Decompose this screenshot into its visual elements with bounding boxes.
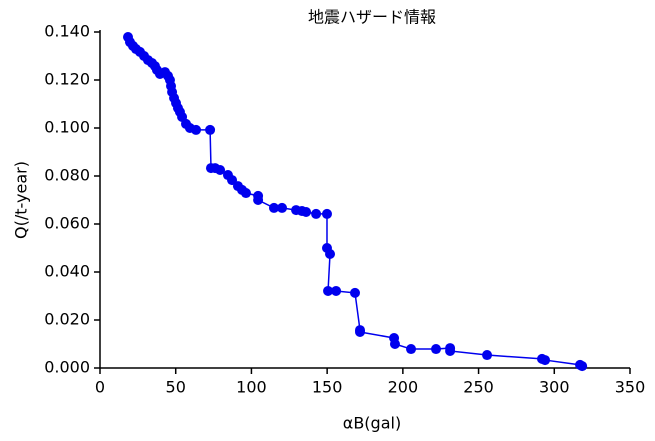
x-tick-label: 250 [463,378,494,397]
y-tick-label: 0.120 [44,70,90,89]
data-point [301,207,312,217]
x-tick-label: 50 [166,378,186,397]
data-point [350,287,361,298]
y-tick-label: 0.060 [44,214,90,233]
data-point [406,344,417,355]
data-point [355,327,366,337]
data-point [240,188,251,199]
x-tick-label: 100 [236,378,267,397]
data-point [191,124,202,135]
x-tick-label: 0 [95,378,105,397]
data-point [325,249,336,259]
x-axis-label: αB(gal) [343,414,401,433]
data-point [311,208,322,219]
y-tick-label: 0.140 [44,22,90,41]
data-point [321,208,332,219]
data-point [445,345,456,356]
y-tick-label: 0.100 [44,118,90,137]
data-point [389,339,400,349]
data-point [277,202,288,213]
chart-title: 地震ハザード情報 [308,8,436,27]
data-point [577,361,588,372]
data-point [205,124,216,135]
x-tick-label: 350 [615,378,646,397]
data-point [331,285,342,296]
data-point [482,350,493,361]
y-tick-label: 0.040 [44,262,90,281]
series-line [127,36,583,367]
x-tick-label: 300 [539,378,570,397]
data-point [253,195,264,205]
data-point [540,355,551,366]
y-tick-label: 0.080 [44,166,90,185]
y-tick-label: 0.020 [44,310,90,329]
data-point [268,202,279,213]
y-axis-label: Q(/t-year) [12,161,31,239]
y-tick-label: 0.000 [44,358,90,377]
x-tick-label: 200 [388,378,419,397]
data-point [431,344,442,355]
x-tick-label: 150 [312,378,343,397]
data-point [215,165,226,175]
data-point [323,285,334,296]
